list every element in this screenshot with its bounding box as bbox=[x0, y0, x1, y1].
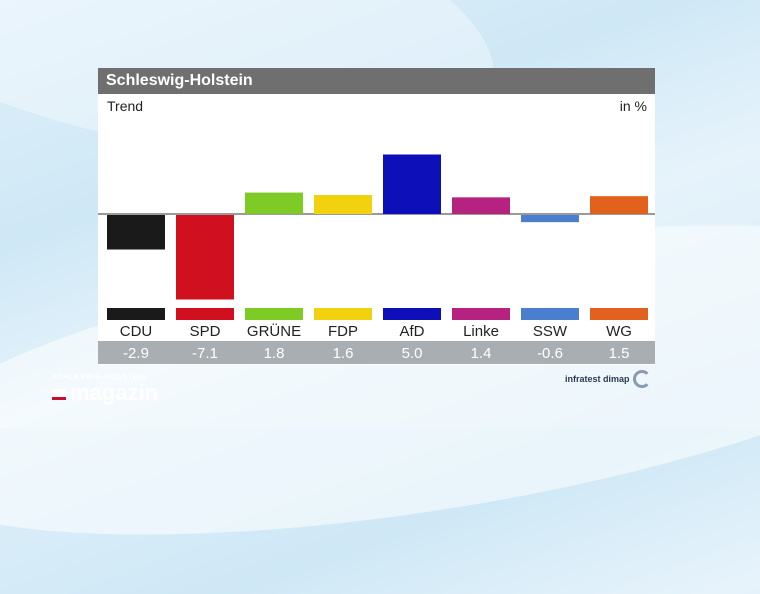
category-label-ssw: SSW bbox=[533, 323, 568, 340]
value-label-afd: 5.0 bbox=[402, 345, 423, 362]
party-color-swatch-linke bbox=[452, 308, 510, 320]
value-label-cdu: -2.9 bbox=[123, 345, 149, 362]
brand-region: SCHLESWIG-HOLSTEIN bbox=[52, 372, 147, 381]
party-color-swatch-fdp bbox=[314, 308, 372, 320]
category-label-fdp: FDP bbox=[328, 323, 358, 340]
value-label-spd: -7.1 bbox=[192, 345, 218, 362]
category-label-wg: WG bbox=[606, 323, 632, 340]
bar-spd bbox=[176, 215, 234, 300]
bar-wg bbox=[590, 196, 648, 214]
bar-afd bbox=[383, 154, 441, 214]
value-strip bbox=[98, 341, 655, 364]
value-label-ssw: -0.6 bbox=[537, 345, 563, 362]
brand-mark-icon bbox=[52, 388, 66, 401]
brand-name: magazin bbox=[70, 380, 159, 405]
category-label-spd: SPD bbox=[190, 323, 221, 340]
bar-grüne bbox=[245, 192, 303, 214]
value-label-fdp: 1.6 bbox=[333, 345, 354, 362]
party-color-swatch-ssw bbox=[521, 308, 579, 320]
source-credit-text: infratest dimap bbox=[565, 374, 630, 384]
value-label-linke: 1.4 bbox=[471, 345, 492, 362]
party-color-swatch-cdu bbox=[107, 308, 165, 320]
chart-title: Schleswig-Holstein bbox=[98, 68, 655, 94]
infratest-logo-icon bbox=[632, 370, 651, 388]
bar-cdu bbox=[107, 215, 165, 250]
party-color-swatch-spd bbox=[176, 308, 234, 320]
source-credit: infratest dimap bbox=[565, 370, 651, 388]
value-label-grüne: 1.8 bbox=[264, 345, 285, 362]
category-label-cdu: CDU bbox=[120, 323, 153, 340]
party-color-swatch-grüne bbox=[245, 308, 303, 320]
category-label-grüne: GRÜNE bbox=[247, 322, 301, 340]
bar-chart: CDU -2.9 SPD -7.1 GRÜNE 1.8 FDP 1.6 AfD 5.0 Linke 1… bbox=[98, 154, 655, 362]
category-label-linke: Linke bbox=[463, 323, 499, 340]
party-color-swatch-afd bbox=[383, 308, 441, 320]
bar-ssw bbox=[521, 215, 579, 223]
bar-fdp bbox=[314, 194, 372, 214]
chart-unit: in % bbox=[619, 98, 647, 114]
value-label-wg: 1.5 bbox=[609, 345, 630, 362]
brand-logo: SCHLESWIG-HOLSTEIN magazin bbox=[52, 373, 158, 405]
bar-linke bbox=[452, 197, 510, 214]
chart-panel: Schleswig-Holstein Trend in % CDU -2.9 SPD… bbox=[98, 68, 655, 365]
chart-subtitle: Trend bbox=[107, 98, 144, 114]
category-label-afd: AfD bbox=[399, 323, 424, 340]
party-color-swatch-wg bbox=[590, 308, 648, 320]
